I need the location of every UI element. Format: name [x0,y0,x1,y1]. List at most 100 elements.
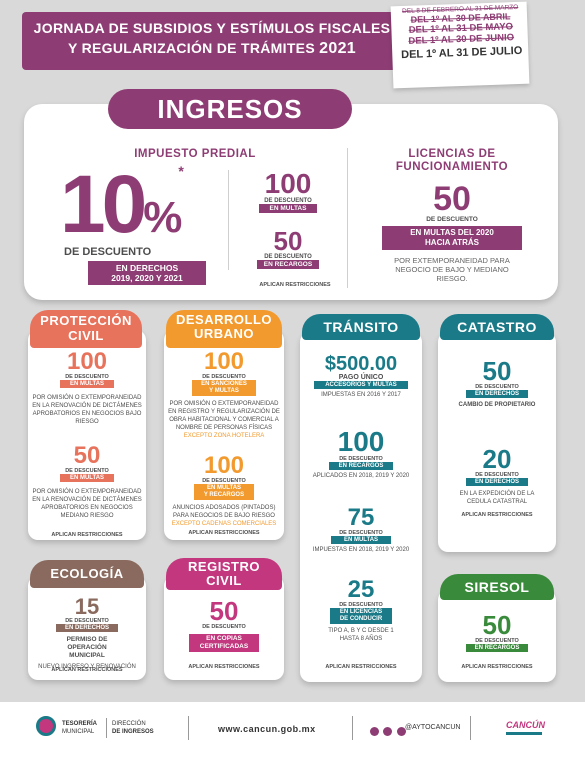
predial-side1-label: DE DESCUENTO [264,198,312,204]
footer-direccion-line2: DE INGRESOS [112,729,154,735]
transito-r3: EN MULTAS [331,536,391,544]
twitter-icon[interactable] [383,727,393,736]
transito-r4: EN LICENCIAS DE CONDUCIR [330,608,392,624]
desarrollo-l1: DE DESCUENTO [202,374,246,380]
ingresos-divider [347,148,348,288]
licencias-title-line2: FUNCIONAMIENTO [395,161,509,173]
predial-main-ribbon: EN DERECHOS 2019, 2020 Y 2021 [88,261,206,285]
licencias-ribbon: EN MULTAS DEL 2020 HACIA ATRÁS [382,226,522,250]
catastro-card [438,332,556,552]
footer-direccion: DIRECCIÓN DE INGRESOS [112,720,154,736]
ingresos-title: INGRESOS [108,89,352,129]
ecologia-note: APLICAN RESTRICCIONES [51,667,123,673]
predial-title: IMPUESTO PREDIAL [134,148,256,160]
licencias-block: 50 DE DESCUENTO EN MULTAS DEL 2020 HACIA… [370,182,534,283]
registro-r1: EN COPIAS CERTIFICADAS [189,634,259,652]
licencias-desc: POR EXTEMPORANEIDAD PARA NEGOCIO DE BAJO… [394,256,510,283]
transito-l3: DE DESCUENTO [339,530,383,536]
proteccion-block2: 50 DE DESCUENTO EN MULTAS POR OMISIÓN O … [32,444,142,520]
transito-l4: DE DESCUENTO [339,602,383,608]
catastro-l1: DE DESCUENTO [475,384,519,390]
desarrollo-l2: DE DESCUENTO [202,478,246,484]
footer-tesoreria-line1: TESORERÍA [62,721,98,727]
transito-v3: 75 [347,504,375,531]
desarrollo-r1: EN SANCIONES Y MULTAS [192,380,256,396]
desarrollo-block2: 100 DE DESCUENTO EN MULTAS Y RECARGOS AN… [166,454,282,528]
desarrollo-e1: EXCEPTO ZONA HOTELERA [183,433,265,440]
footer-divider-2 [188,716,189,740]
catastro-v1: 50 [482,356,512,386]
desarrollo-r2: EN MULTAS Y RECARGOS [194,484,254,500]
licencias-title-line1: LICENCIAS DE [408,148,496,160]
transito-d2: APLICADOS EN 2018, 2019 Y 2020 [312,473,410,479]
predial-main-number: 10 [60,159,147,250]
transito-r2: EN RECARGOS [329,462,393,470]
predial-main-ribbon-line2: 2019, 2020 Y 2021 [111,273,183,283]
ecologia-d1: PERMISO DE OPERACIÓN MUNICIPAL [66,636,108,659]
footer-brand-stripe [506,732,542,735]
predial-side1-ribbon: EN MULTAS [259,204,317,213]
proteccion-v2: 50 [73,442,101,469]
siresol-block1: 50 DE DESCUENTO EN RECARGOS [440,612,554,652]
desarrollo-r1-line2: Y MULTAS [209,388,239,394]
footer-social-handle[interactable]: @AYTOCANCUN [405,724,461,731]
catastro-d1: CAMBIO DE PROPIETARIO [458,402,536,408]
registro-v1: 50 [209,596,239,626]
catastro-r1: EN DERECHOS [466,390,528,398]
proteccion-note: APLICAN RESTRICCIONES [51,532,123,538]
predial-side2-value: 50 [273,226,303,256]
licencias-value: 50 [433,180,471,218]
transito-d1: IMPUESTAS EN 2016 Y 2017 [321,392,401,398]
desarrollo-r2-line2: Y RECARGOS [203,492,245,498]
transito-v2: 100 [337,426,385,457]
catastro-header: CATASTRO [440,314,554,340]
catastro-r2: EN DERECHOS [466,478,528,486]
desarrollo-card [164,330,284,540]
header-title-text: Y REGULARIZACIÓN DE TRÁMITES [68,40,315,56]
transito-v1: $500.00 [324,353,398,375]
transito-block2: 100 DE DESCUENTO EN RECARGOS APLICADOS E… [302,428,420,480]
ecologia-d2: NUEVO INGRESO Y RENOVACIÓN [38,664,136,670]
desarrollo-d2: ANUNCIOS ADOSADOS (PINTADOS) PARA NEGOCI… [172,505,276,520]
predial-side1-value: 100 [264,168,312,199]
predial-side2: 50 DE DESCUENTO EN RECARGOS [248,228,328,269]
footer-direccion-line1: DIRECCIÓN [112,721,146,727]
proteccion-block1: 100 DE DESCUENTO EN MULTAS POR OMISIÓN O… [32,350,142,426]
proteccion-d1: POR OMISIÓN O EXTEMPORANEIDAD EN LA RENO… [32,395,142,426]
footer-divider-4 [470,716,471,740]
predial-main: 10%* DE DESCUENTO EN DERECHOS 2019, 2020… [60,164,212,285]
predial-main-value: 10%* [60,164,212,246]
transito-block4: 25 DE DESCUENTO EN LICENCIAS DE CONDUCIR… [302,578,420,643]
licencias-ribbon-line1: EN MULTAS DEL 2020 [410,228,494,237]
transito-note: APLICAN RESTRICCIONES [325,664,397,670]
ecologia-r1: EN DERECHOS [56,624,118,632]
footer-divider-3 [352,716,353,740]
registro-r1-line1: EN COPIAS [206,635,242,642]
transito-v4: 25 [347,576,375,603]
transito-d3: IMPUESTAS EN 2018, 2019 Y 2020 [312,547,410,553]
header-title-line1: JORNADA DE SUBSIDIOS Y ESTÍMULOS FISCALE… [33,20,391,36]
desarrollo-v2: 100 [203,452,245,479]
transito-l1: PAGO ÚNICO [338,374,384,381]
proteccion-card [28,330,146,540]
predial-main-ribbon-line1: EN DERECHOS [115,263,179,273]
facebook-icon[interactable] [370,727,379,736]
footer-website-link[interactable]: www.cancun.gob.mx [218,724,316,734]
transito-l2: DE DESCUENTO [339,456,383,462]
predial-side2-ribbon: EN RECARGOS [257,260,319,269]
predial-main-label: DE DESCUENTO [64,246,152,258]
registro-block1: 50 DE DESCUENTO EN COPIAS CERTIFICADAS [166,598,282,652]
instagram-icon[interactable] [396,727,406,736]
siresol-header: SIRESOL [440,574,554,600]
predial-note: APLICAN RESTRICCIONES [259,282,331,288]
municipal-seal-icon [36,716,56,736]
transito-r1: ACCESORIOS Y MULTAS [314,381,408,389]
transito-r4-line1: EN LICENCIAS [339,609,383,615]
proteccion-v1: 100 [66,348,108,375]
transito-d4: TIPO A, B Y C DESDE 1 HASTA 8 AÑOS [328,628,394,643]
registro-r1-line2: CERTIFICADAS [199,643,249,650]
registro-note: APLICAN RESTRICCIONES [188,664,260,670]
proteccion-r2: EN MULTAS [60,474,114,482]
ecologia-header: ECOLOGÍA [30,560,144,588]
siresol-v1: 50 [482,610,512,640]
